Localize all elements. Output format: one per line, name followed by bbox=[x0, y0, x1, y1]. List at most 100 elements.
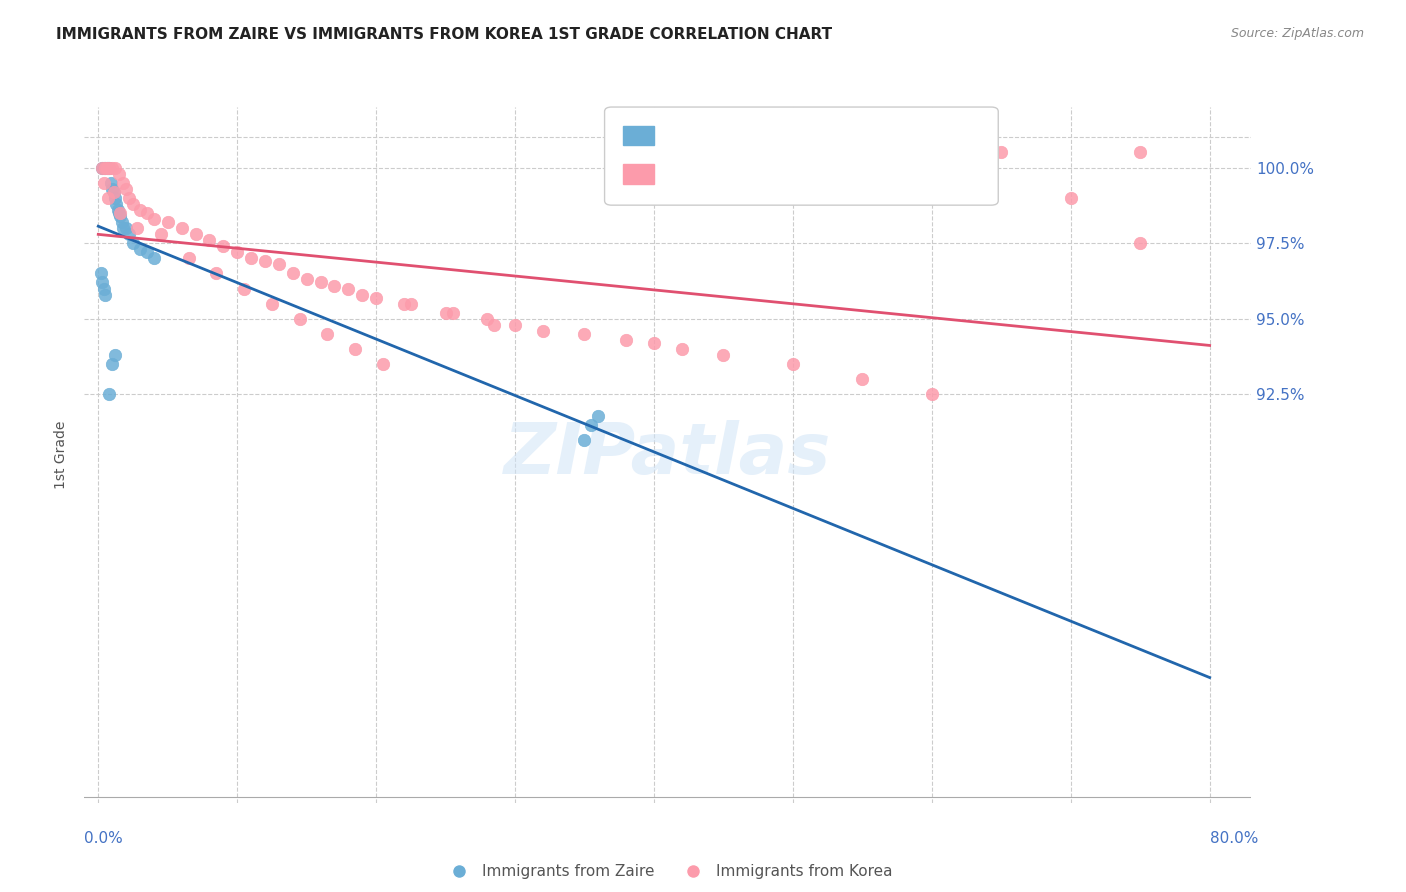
Point bbox=[399, 296, 422, 310]
Point bbox=[184, 227, 207, 241]
Point bbox=[233, 281, 256, 295]
Point bbox=[103, 185, 125, 199]
Point bbox=[94, 287, 117, 301]
Point bbox=[574, 326, 596, 341]
Y-axis label: 1st Grade: 1st Grade bbox=[55, 421, 69, 489]
Text: 0.0%: 0.0% bbox=[84, 831, 124, 846]
Point bbox=[97, 161, 120, 175]
Text: 32: 32 bbox=[841, 125, 865, 143]
Point bbox=[105, 197, 128, 211]
Point bbox=[94, 161, 117, 175]
Point bbox=[371, 357, 394, 371]
Point bbox=[1060, 191, 1083, 205]
Point bbox=[581, 417, 603, 432]
Point bbox=[643, 336, 665, 351]
Point bbox=[392, 296, 415, 310]
Point bbox=[90, 267, 112, 281]
Point bbox=[671, 342, 693, 356]
Point bbox=[614, 333, 637, 347]
Point bbox=[260, 296, 283, 310]
Point bbox=[482, 318, 505, 332]
Text: 0.248: 0.248 bbox=[713, 125, 765, 143]
Point bbox=[111, 215, 134, 229]
Point bbox=[129, 202, 152, 217]
Point bbox=[352, 287, 374, 301]
Point bbox=[118, 191, 141, 205]
Point bbox=[122, 197, 145, 211]
Point bbox=[240, 252, 263, 266]
Point bbox=[337, 281, 360, 295]
Point bbox=[212, 239, 235, 253]
Point bbox=[91, 161, 114, 175]
Point bbox=[477, 311, 499, 326]
Point bbox=[149, 227, 172, 241]
Point bbox=[93, 161, 115, 175]
Point bbox=[103, 185, 125, 199]
Point bbox=[142, 211, 165, 226]
Point bbox=[98, 161, 121, 175]
Point bbox=[156, 215, 179, 229]
Text: 64: 64 bbox=[841, 163, 863, 181]
Point bbox=[108, 206, 131, 220]
Point bbox=[177, 252, 200, 266]
Point bbox=[288, 311, 311, 326]
Point bbox=[588, 409, 610, 423]
Point bbox=[990, 145, 1012, 160]
Point bbox=[112, 176, 135, 190]
Point bbox=[115, 221, 138, 235]
Text: ZIPatlas: ZIPatlas bbox=[505, 420, 831, 490]
Point bbox=[713, 348, 735, 362]
Point bbox=[91, 161, 114, 175]
Text: 80.0%: 80.0% bbox=[1211, 831, 1258, 846]
Point bbox=[101, 161, 124, 175]
Point bbox=[122, 236, 145, 251]
Point bbox=[344, 342, 367, 356]
Point bbox=[1129, 145, 1152, 160]
Point bbox=[94, 161, 117, 175]
Point bbox=[93, 176, 115, 190]
Point bbox=[323, 278, 346, 293]
Text: R =: R = bbox=[665, 125, 702, 143]
Point bbox=[91, 276, 114, 290]
Text: N =: N = bbox=[794, 163, 831, 181]
Point bbox=[100, 176, 122, 190]
Point bbox=[267, 257, 290, 271]
Point bbox=[434, 306, 457, 320]
Point bbox=[531, 324, 554, 338]
Point bbox=[782, 357, 804, 371]
Point bbox=[115, 182, 138, 196]
Point bbox=[253, 254, 276, 268]
Point bbox=[142, 252, 165, 266]
Point bbox=[1129, 236, 1152, 251]
Legend: Immigrants from Zaire, Immigrants from Korea: Immigrants from Zaire, Immigrants from K… bbox=[437, 858, 898, 886]
Point bbox=[107, 202, 129, 217]
Point bbox=[127, 221, 149, 235]
Point bbox=[101, 357, 124, 371]
Point bbox=[108, 167, 131, 181]
Point bbox=[170, 221, 193, 235]
Point bbox=[205, 267, 228, 281]
Point bbox=[281, 267, 304, 281]
Text: 0.305: 0.305 bbox=[713, 163, 765, 181]
Point bbox=[309, 276, 332, 290]
Point bbox=[97, 191, 120, 205]
Point bbox=[851, 372, 873, 386]
Text: R =: R = bbox=[665, 163, 702, 181]
Point bbox=[110, 206, 132, 220]
Text: Source: ZipAtlas.com: Source: ZipAtlas.com bbox=[1230, 27, 1364, 40]
Point bbox=[98, 387, 121, 401]
Point bbox=[93, 281, 115, 295]
Point bbox=[198, 233, 221, 247]
Point bbox=[98, 161, 121, 175]
Point bbox=[110, 209, 132, 223]
Point bbox=[104, 191, 127, 205]
Point bbox=[295, 272, 318, 286]
Point bbox=[118, 227, 141, 241]
Point bbox=[129, 242, 152, 256]
Point bbox=[101, 182, 124, 196]
Point bbox=[226, 245, 249, 260]
Point bbox=[316, 326, 339, 341]
Text: N =: N = bbox=[794, 125, 831, 143]
Point bbox=[574, 433, 596, 447]
Point bbox=[366, 291, 388, 305]
